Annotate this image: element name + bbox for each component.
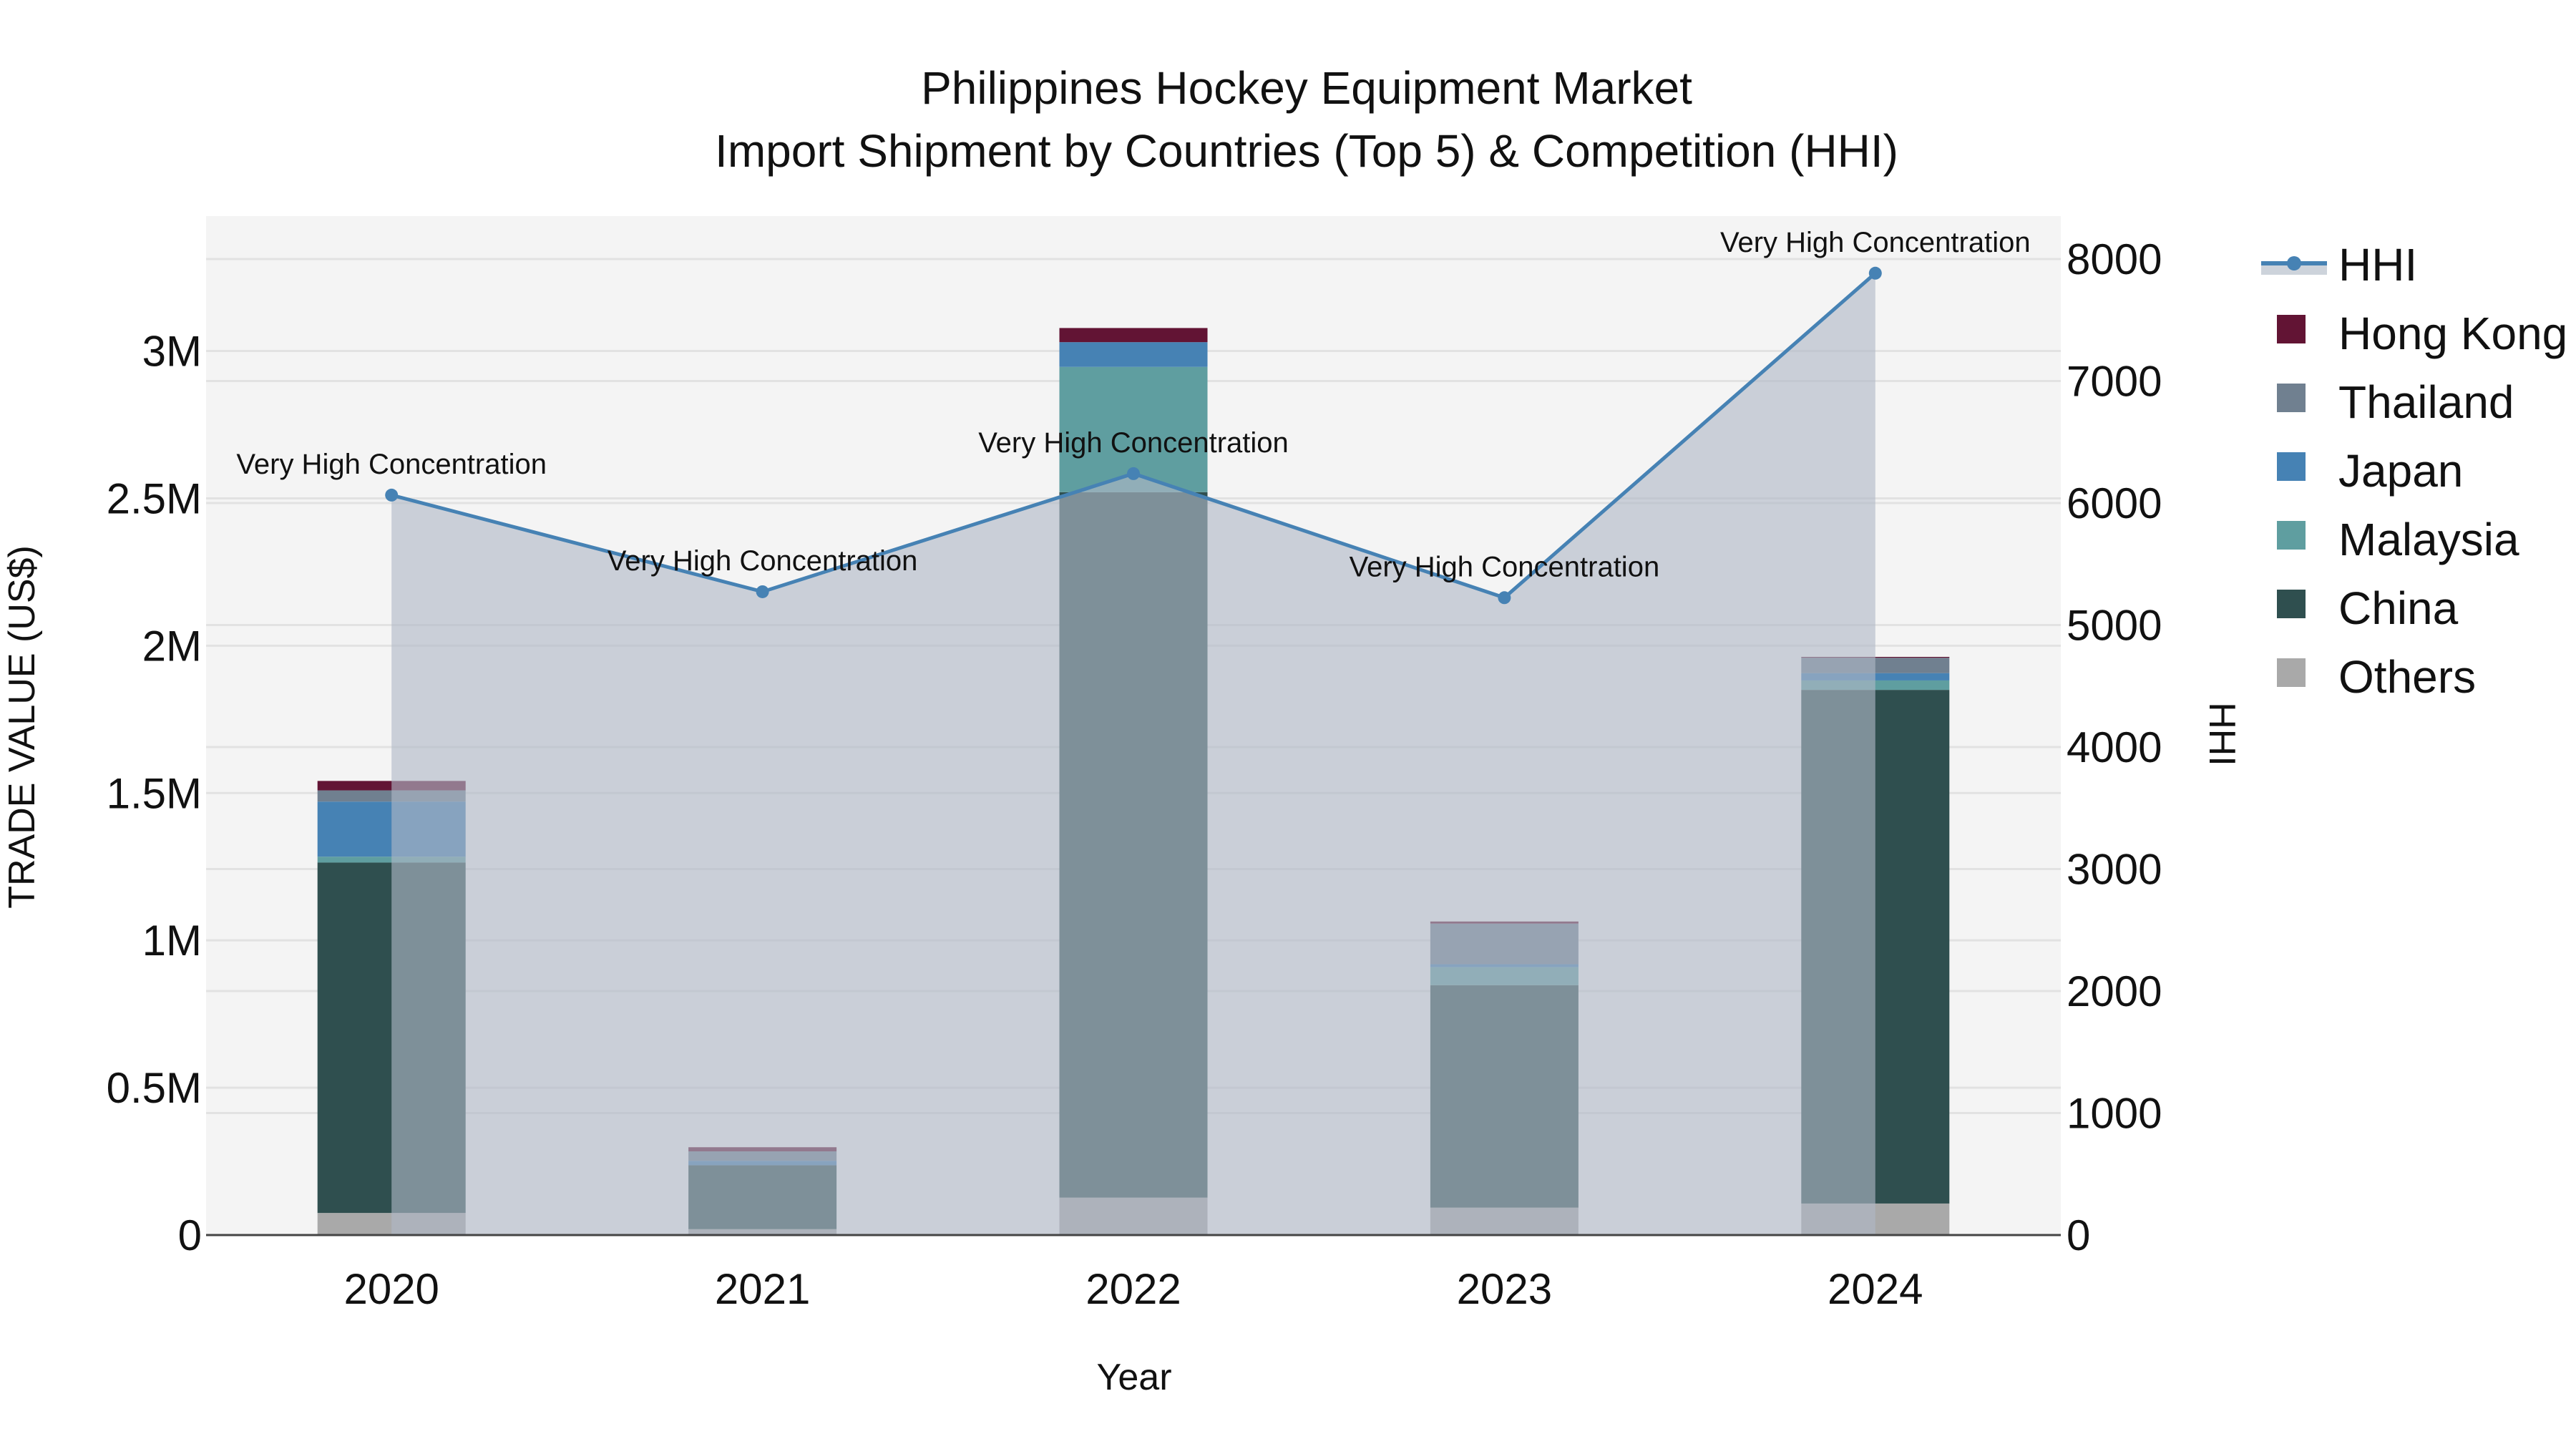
hhi-marker — [1127, 467, 1140, 480]
legend-item-japan[interactable]: Japan — [2277, 445, 2463, 497]
hhi-annotation-label: Very High Concentration — [236, 449, 547, 480]
legend-label: Others — [2338, 651, 2476, 703]
legend-item-thailand[interactable]: Thailand — [2277, 376, 2514, 428]
legend-label: HHI — [2338, 239, 2417, 291]
legend-label: China — [2338, 582, 2459, 634]
hhi-marker — [756, 585, 769, 598]
y-axis-title: TRADE VALUE (US$) — [1, 545, 43, 909]
hhi-annotation-label: Very High Concentration — [978, 427, 1289, 459]
bar-segment-japan — [1059, 342, 1208, 367]
y2-tick-label: 1000 — [2067, 1090, 2162, 1138]
legend-label: Thailand — [2338, 376, 2514, 428]
legend-swatch — [2277, 384, 2306, 412]
legend-item-others[interactable]: Others — [2277, 651, 2476, 703]
y2-tick-label: 4000 — [2067, 723, 2162, 771]
legend-swatch — [2277, 590, 2306, 618]
y2-tick-label: 7000 — [2067, 358, 2162, 406]
y2-tick-label: 0 — [2067, 1211, 2090, 1259]
y-tick-label: 2.5M — [107, 474, 202, 522]
hhi-area-fill — [391, 273, 1875, 1235]
y2-tick-label: 6000 — [2067, 479, 2162, 527]
y-tick-label: 1M — [142, 917, 202, 965]
legend-item-china[interactable]: China — [2277, 582, 2459, 634]
y2-tick-label: 5000 — [2067, 602, 2162, 650]
hhi-annotation-label: Very High Concentration — [608, 545, 918, 577]
hhi-area — [391, 273, 1875, 1235]
x-tick-label: 2024 — [1828, 1265, 1923, 1313]
chart-title-line2: Import Shipment by Countries (Top 5) & C… — [715, 125, 1898, 177]
y2-tick-label: 2000 — [2067, 967, 2162, 1015]
hhi-marker — [385, 488, 399, 502]
y-tick-label: 3M — [142, 328, 202, 376]
y2-axis-title: HHI — [2201, 702, 2243, 766]
y2-tick-label: 8000 — [2067, 235, 2162, 283]
y2-tick-label: 3000 — [2067, 846, 2162, 894]
legend-swatch — [2277, 521, 2306, 550]
legend: HHI Hong Kong Thailand Japan Malaysia China Ot… — [2261, 239, 2567, 703]
x-tick-label: 2022 — [1085, 1265, 1181, 1313]
legend-item-hhi[interactable]: HHI — [2261, 239, 2417, 291]
bar-segment-hong-kong — [1059, 328, 1208, 343]
legend-swatch — [2277, 452, 2306, 481]
hhi-marker — [1498, 591, 1511, 605]
legend-swatch — [2277, 315, 2306, 343]
hhi-annotation-label: Very High Concentration — [1720, 227, 2031, 258]
chart-title-line1: Philippines Hockey Equipment Market — [921, 62, 1692, 114]
y-tick-label: 0 — [178, 1211, 202, 1259]
legend-label: Malaysia — [2338, 514, 2519, 565]
y-tick-label: 0.5M — [107, 1064, 202, 1112]
y-axis-ticks: 0 0.5M 1M 1.5M 2M 2.5M 3M — [107, 328, 202, 1259]
legend-swatch — [2277, 658, 2306, 687]
x-tick-label: 2023 — [1457, 1265, 1552, 1313]
y2-axis-ticks: 0 1000 2000 3000 4000 5000 6000 7000 8000 — [2067, 235, 2162, 1259]
hhi-line — [385, 266, 1882, 605]
x-tick-label: 2020 — [343, 1265, 439, 1313]
legend-item-hong-kong[interactable]: Hong Kong — [2277, 308, 2567, 359]
y-tick-label: 1.5M — [107, 769, 202, 817]
hhi-annotations: Very High Concentration Very High Concent… — [236, 227, 2030, 583]
legend-label: Japan — [2338, 445, 2463, 497]
y-tick-label: 2M — [142, 622, 202, 670]
legend-swatch-marker — [2287, 256, 2301, 270]
x-tick-label: 2021 — [715, 1265, 810, 1313]
legend-item-malaysia[interactable]: Malaysia — [2277, 514, 2519, 565]
legend-label: Hong Kong — [2338, 308, 2567, 359]
x-axis-title: Year — [1096, 1357, 1171, 1398]
hhi-marker — [1868, 266, 1882, 280]
x-axis-ticks: 2020 2021 2022 2023 2024 — [343, 1265, 1923, 1313]
hhi-annotation-label: Very High Concentration — [1350, 551, 1660, 582]
